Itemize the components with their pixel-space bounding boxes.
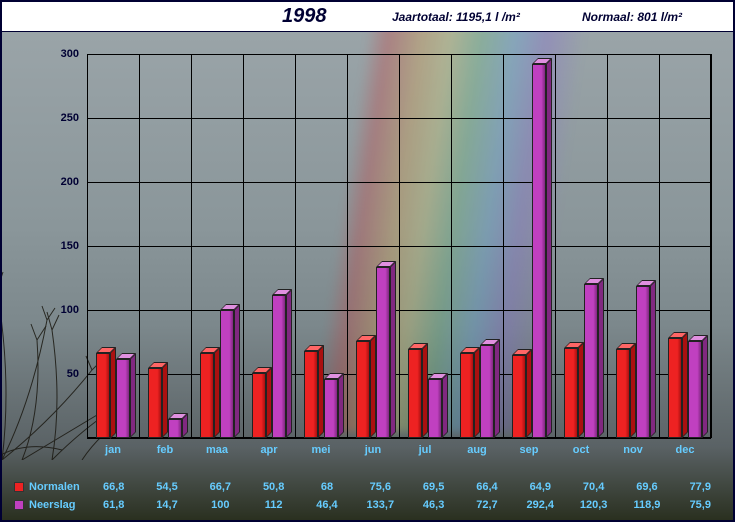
data-table-cell: 69,5 xyxy=(407,481,460,493)
bar xyxy=(408,349,422,438)
data-table-cell: 14,7 xyxy=(140,499,193,511)
x-axis-category-label: feb xyxy=(140,444,190,456)
gridline-vertical xyxy=(659,54,660,438)
gridline-vertical xyxy=(503,54,504,438)
gridline-vertical xyxy=(451,54,452,438)
data-table-cell: 77,9 xyxy=(674,481,727,493)
x-axis-category-label: jun xyxy=(348,444,398,456)
data-table-cell: 72,7 xyxy=(460,499,513,511)
bar xyxy=(616,349,630,438)
y-axis-tick-label: 200 xyxy=(61,176,79,188)
bar xyxy=(116,359,130,438)
data-table-row: Normalen 66,854,566,750,86875,669,566,464… xyxy=(8,478,727,496)
data-table-cells: 61,814,710011246,4133,746,372,7292,4120,… xyxy=(87,499,727,511)
data-table-cell: 75,6 xyxy=(354,481,407,493)
x-axis-category-label: aug xyxy=(452,444,502,456)
data-table-cell: 120,3 xyxy=(567,499,620,511)
gridline-vertical xyxy=(295,54,296,438)
bar xyxy=(584,284,598,438)
data-table-cell: 100 xyxy=(194,499,247,511)
bar xyxy=(636,286,650,438)
bar xyxy=(324,379,338,438)
data-table-cell: 70,4 xyxy=(567,481,620,493)
data-table-cell: 118,9 xyxy=(620,499,673,511)
x-axis-category-label: oct xyxy=(556,444,606,456)
data-table-cell: 66,8 xyxy=(87,481,140,493)
bar xyxy=(272,295,286,438)
bar xyxy=(480,345,494,438)
bar xyxy=(304,351,318,438)
gridline-vertical xyxy=(399,54,400,438)
normal-label: Normaal: 801 l/m² xyxy=(582,10,682,24)
x-axis-category-label: maa xyxy=(192,444,242,456)
chart-header: 1998 Jaartotaal: 1195,1 l /m² Normaal: 8… xyxy=(2,2,733,32)
bar xyxy=(512,355,526,438)
data-table-cell: 133,7 xyxy=(354,499,407,511)
bar xyxy=(688,341,702,438)
data-table: Normalen 66,854,566,750,86875,669,566,464… xyxy=(8,478,727,514)
data-table-cell: 66,4 xyxy=(460,481,513,493)
x-axis-category-label: apr xyxy=(244,444,294,456)
legend-series-name: Neerslag xyxy=(29,499,75,511)
x-axis-category-label: jan xyxy=(88,444,138,456)
x-axis-category-label: mei xyxy=(296,444,346,456)
y-axis-tick-label: 150 xyxy=(61,240,79,252)
legend-swatch xyxy=(14,500,24,510)
gridline-horizontal xyxy=(87,438,711,439)
bar xyxy=(564,348,578,438)
gridline-vertical xyxy=(347,54,348,438)
data-table-cell: 46,4 xyxy=(300,499,353,511)
legend-swatch xyxy=(14,482,24,492)
x-axis-category-label: jul xyxy=(400,444,450,456)
gridline-vertical xyxy=(607,54,608,438)
x-axis-category-label: nov xyxy=(608,444,658,456)
bar xyxy=(148,368,162,438)
data-table-cell: 50,8 xyxy=(247,481,300,493)
data-table-cell: 61,8 xyxy=(87,499,140,511)
gridline-vertical xyxy=(243,54,244,438)
data-table-cell: 64,9 xyxy=(514,481,567,493)
y-axis-tick-label: 50 xyxy=(67,368,79,380)
bar xyxy=(96,353,110,439)
bar xyxy=(220,310,234,438)
data-table-cell: 68 xyxy=(300,481,353,493)
legend-entry: Neerslag xyxy=(8,499,87,511)
gridline-vertical xyxy=(711,54,712,438)
x-axis-category-label: dec xyxy=(660,444,710,456)
bar xyxy=(668,338,682,438)
data-table-cell: 112 xyxy=(247,499,300,511)
annual-total-label: Jaartotaal: 1195,1 l /m² xyxy=(392,10,520,24)
chart-year-title: 1998 xyxy=(282,5,327,28)
bar xyxy=(168,419,182,438)
bar xyxy=(376,267,390,438)
gridline-vertical xyxy=(555,54,556,438)
x-axis-category-label: sep xyxy=(504,444,554,456)
y-axis-tick-label: 250 xyxy=(61,112,79,124)
y-axis-tick-label: 300 xyxy=(61,48,79,60)
bar xyxy=(460,353,474,438)
data-table-cell: 46,3 xyxy=(407,499,460,511)
legend-series-name: Normalen xyxy=(29,481,80,493)
gridline-vertical xyxy=(139,54,140,438)
plot-region: 50100150200250300janfebmaaaprmeijunjulau… xyxy=(87,54,711,438)
bar xyxy=(428,379,442,438)
data-table-cell: 54,5 xyxy=(140,481,193,493)
legend-entry: Normalen xyxy=(8,481,87,493)
gridline-vertical xyxy=(191,54,192,438)
bar xyxy=(532,64,546,438)
data-table-cell: 292,4 xyxy=(514,499,567,511)
data-table-cells: 66,854,566,750,86875,669,566,464,970,469… xyxy=(87,481,727,493)
y-axis-tick-label: 100 xyxy=(61,304,79,316)
data-table-cell: 69,6 xyxy=(620,481,673,493)
data-table-cell: 75,9 xyxy=(674,499,727,511)
bar xyxy=(200,353,214,438)
bar xyxy=(252,373,266,438)
data-table-cell: 66,7 xyxy=(194,481,247,493)
data-table-row: Neerslag 61,814,710011246,4133,746,372,72… xyxy=(8,496,727,514)
chart-area: 50 100 150 200 250 300 janfebmaaaprmeijunjulau… xyxy=(2,32,733,520)
bar xyxy=(356,341,370,438)
gridline-vertical xyxy=(87,54,88,438)
